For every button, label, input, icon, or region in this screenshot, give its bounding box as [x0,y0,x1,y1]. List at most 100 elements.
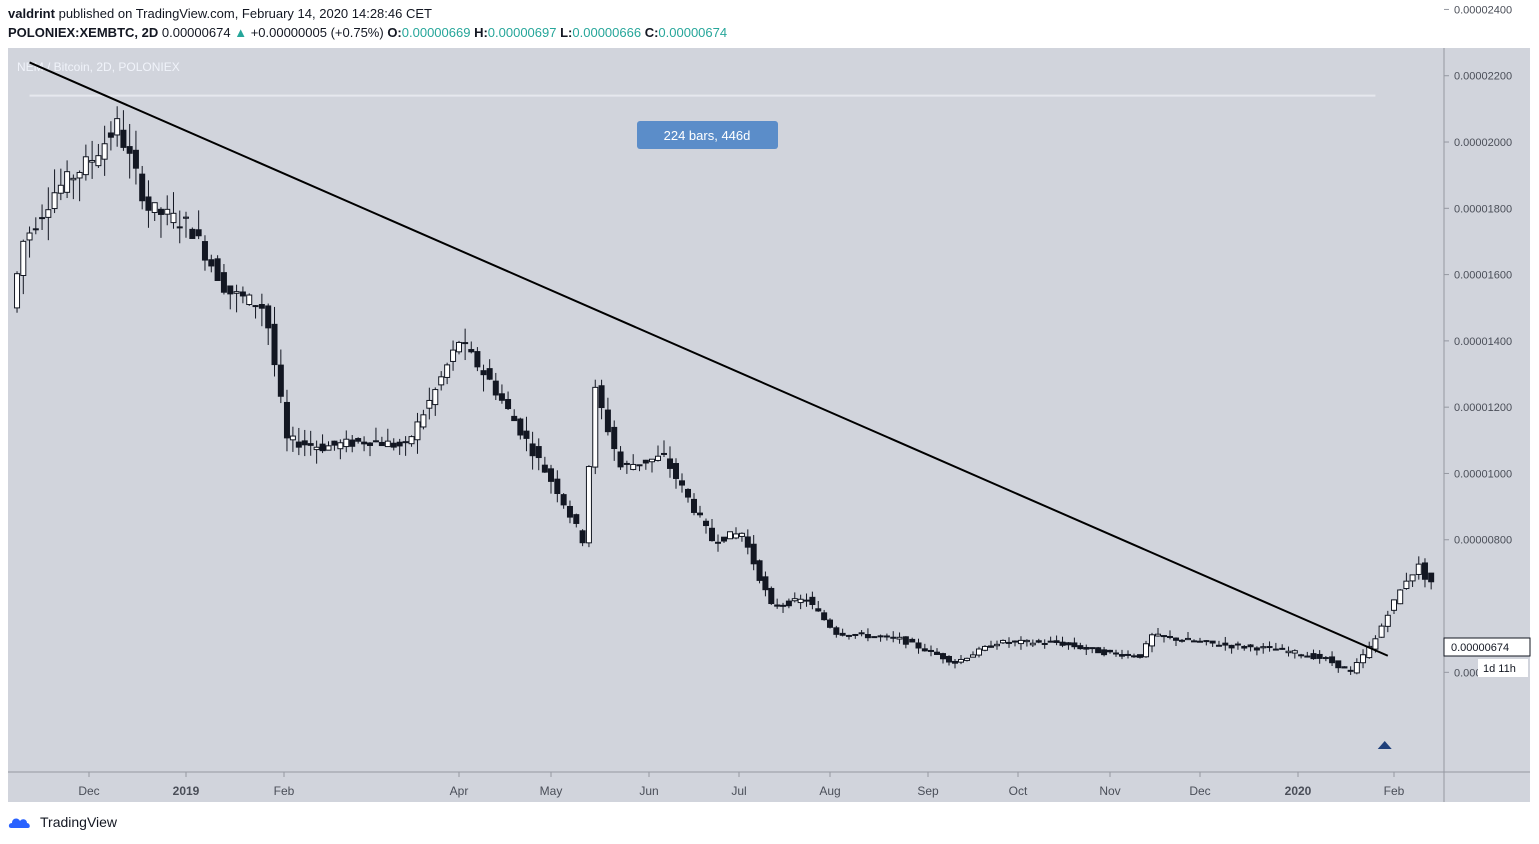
candle-body [132,149,139,169]
candle-body [139,173,146,202]
candle-body [1415,563,1422,575]
tradingview-logo[interactable]: TradingView [8,814,117,830]
candle-body [1059,641,1066,646]
publish-line: valdrint published on TradingView.com, F… [8,6,432,21]
measure-box[interactable] [637,121,778,149]
price-axis[interactable] [1444,48,1530,802]
author-name[interactable]: valdrint [8,6,55,21]
plot-area[interactable] [8,48,1444,772]
candle-body [295,441,302,448]
candle-body [573,514,580,524]
candle-body [1266,646,1273,649]
candle-body [201,241,208,261]
candle-body [585,466,592,544]
candle-body [727,531,733,540]
candle-body [511,415,518,422]
candle-body [733,533,739,539]
candle-body [762,576,769,591]
current-price-marker: 0.00000674 [1443,637,1531,657]
y-tick-label: 0.00001200 [1454,402,1512,414]
x-tick-label: Feb [1384,784,1405,798]
candle-body [958,658,964,663]
candle-body [1071,642,1078,648]
candle-body [1035,640,1042,643]
candle-body [252,305,259,308]
x-tick-label: Dec [1189,784,1210,798]
candle-body [1253,647,1260,651]
y-tick-label: 0.00002000 [1454,137,1512,149]
candle-body [994,643,1000,647]
candle-body [1125,653,1131,656]
candle-body [1191,640,1197,643]
x-tick-label: Jul [731,784,746,798]
candle-body [126,146,133,154]
candle-body [1155,633,1161,637]
candle-body [1113,652,1119,655]
candle-body [1366,645,1373,659]
candle-body [1215,644,1222,647]
tradingview-cloud-icon [8,818,30,828]
candle-body [331,440,338,446]
candle-body [756,560,763,581]
candle-body [195,229,202,237]
candle-body [685,488,691,498]
candle-body [791,598,798,602]
candle-body [579,530,586,544]
open-value: 0.00000669 [401,25,471,40]
candle-body [785,600,792,607]
brand-name: TradingView [40,814,118,830]
candle-body [667,458,673,469]
low-value: 0.00000666 [572,25,642,40]
candle-body [214,258,221,281]
x-tick-label: Oct [1009,784,1028,798]
candle-body [89,159,96,163]
candle-body [468,349,475,353]
candle-body [541,464,548,473]
time-axis[interactable] [8,772,1444,802]
candle-body [1360,654,1367,664]
high-label: H: [474,25,488,40]
trendline[interactable] [29,61,1389,657]
candle-body [1047,640,1054,643]
candle-body [529,443,536,457]
candle-body [768,587,775,605]
candle-body [1409,574,1416,582]
candle-body [349,439,356,447]
last-price: 0.00000674 [161,25,231,40]
candle-body [378,441,385,447]
y-tick-label: 0.00001000 [1454,468,1512,480]
candle-body [474,351,481,368]
candle-body [821,612,828,621]
candle-body [1397,589,1404,605]
candle-body [1065,642,1072,646]
candle-body [456,341,462,353]
candle-body [649,458,655,463]
candle-body [70,177,77,181]
candle-body [554,478,561,495]
candle-body [95,155,102,167]
candle-body [1322,657,1329,660]
candle-body [1353,662,1360,674]
candle-body [101,143,108,160]
candle-body [709,527,715,542]
close-label: C: [644,25,659,40]
candle-body [1167,635,1173,638]
candle-body [780,604,787,607]
candle-body [1131,655,1137,658]
candle-body [1279,647,1286,650]
candle-body [858,632,865,635]
candle-body [964,657,970,661]
candle-body [277,364,284,397]
x-tick-label: May [540,784,563,798]
chart-title: NEM / Bitcoin, 2D, POLONIEX [17,60,180,74]
candle-body [114,118,121,136]
candle-body [1053,640,1060,643]
candle-body [343,438,350,448]
open-label: O: [387,25,402,40]
candle-body [20,240,27,276]
candle-body [655,455,661,461]
x-tick-label: Dec [78,784,99,798]
candle-body [396,441,403,447]
candle-body [909,638,916,643]
